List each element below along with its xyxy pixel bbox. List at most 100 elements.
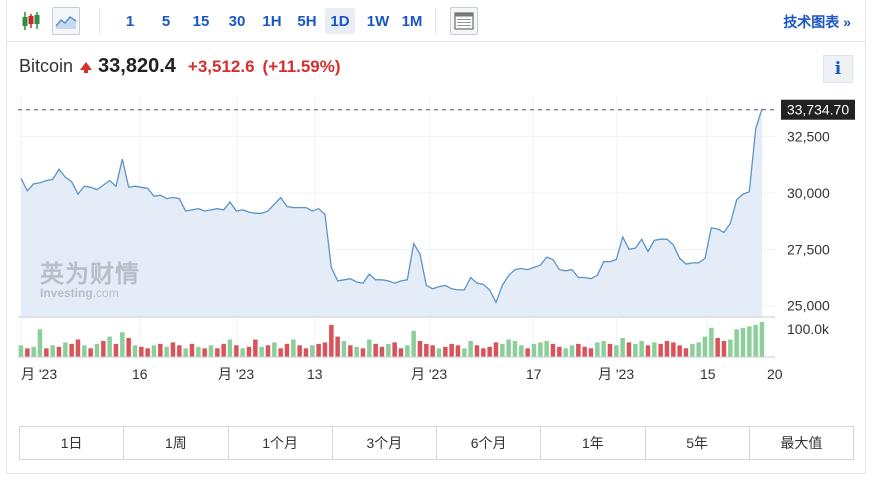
period-button-3[interactable]: 3个月 — [333, 427, 437, 459]
volume-bar — [436, 348, 442, 358]
period-button-2[interactable]: 1个月 — [229, 427, 333, 459]
volume-bar — [398, 348, 404, 358]
volume-bar — [519, 345, 524, 357]
volume-bar — [278, 348, 283, 358]
volume-bar — [322, 342, 328, 357]
interval-button-1[interactable]: 1 — [125, 12, 135, 30]
volume-bar — [740, 327, 746, 357]
volume-bar — [645, 345, 651, 357]
interval-button-5h[interactable]: 5H — [297, 12, 317, 30]
volume-bar — [234, 345, 239, 357]
watermark-logo: 英为财情 Investing.com — [40, 262, 140, 300]
volume-bar — [550, 343, 556, 357]
period-button-7[interactable]: 最大值 — [780, 435, 823, 451]
interval-button-5[interactable]: 5 — [161, 12, 171, 30]
up-arrow-icon — [80, 62, 93, 73]
interval-button-1w[interactable]: 1W — [366, 12, 390, 30]
volume-bar — [196, 346, 201, 357]
interval-button-1d[interactable]: 1D — [325, 8, 355, 34]
instrument-header: Bitcoin 33,820.4 +3,512.6 (+11.59%) — [19, 55, 349, 78]
volume-bar — [335, 336, 340, 357]
volume-bar — [411, 330, 416, 358]
volume-bar — [671, 342, 676, 357]
volume-bar — [221, 343, 226, 357]
area-chart-icon[interactable] — [52, 7, 80, 35]
volume-bar — [500, 343, 505, 357]
volume-bar — [75, 339, 81, 357]
interval-button-30[interactable]: 30 — [228, 12, 246, 30]
volume-bar — [417, 341, 423, 357]
technical-chart-link[interactable]: 技术图表 » — [783, 14, 851, 30]
instrument-name: Bitcoin — [19, 56, 74, 76]
volume-bar — [227, 339, 233, 357]
volume-bar — [430, 345, 435, 357]
volume-bar — [658, 343, 663, 357]
volume-bar — [690, 343, 695, 357]
period-button-5[interactable]: 1年 — [541, 427, 646, 459]
volume-bar — [525, 348, 530, 358]
volume-bar — [348, 345, 353, 357]
volume-bar — [544, 341, 549, 357]
volume-bar — [633, 343, 638, 357]
volume-bar — [721, 341, 727, 357]
volume-bar — [145, 348, 150, 358]
volume-bar — [303, 348, 309, 358]
volume-bar — [595, 342, 600, 357]
volume-bar — [94, 343, 100, 357]
x-tick-label: 20 — [767, 366, 783, 382]
volume-bar — [462, 348, 467, 358]
price-chart[interactable]: 33,734.70 32,500 30,000 27,500 25,000 100.0k 月… — [0, 95, 875, 385]
volume-bar — [310, 345, 315, 357]
volume-bar — [379, 346, 385, 357]
volume-bar — [759, 322, 765, 357]
interval-button-15[interactable]: 15 — [192, 12, 210, 30]
volume-bar — [531, 343, 537, 357]
volume-bar — [354, 346, 359, 357]
volume-bar — [158, 343, 163, 357]
period-button-1[interactable]: 1周 — [124, 427, 229, 459]
volume-bar — [367, 339, 372, 357]
period-button-4[interactable]: 6个月 — [437, 427, 542, 459]
volume-bar — [709, 327, 714, 357]
volume-bar — [215, 348, 220, 358]
volume-bar — [18, 345, 24, 357]
volume-bar — [386, 343, 391, 357]
volume-bar — [259, 346, 264, 357]
candlestick-chart-icon[interactable] — [17, 7, 45, 35]
volume-bar — [107, 336, 112, 357]
volume-bar — [626, 342, 632, 357]
y-tick-label: 27,500 — [787, 241, 830, 257]
volume-bar — [506, 339, 511, 357]
y-tick-label: 25,000 — [787, 298, 830, 314]
period-selector: 1日 1周 1个月 3个月 6个月 1年 5年 最大值 — [19, 426, 854, 460]
toolbar-divider — [99, 8, 100, 34]
volume-bar — [69, 343, 74, 357]
current-price-label: 33,734.70 — [787, 102, 849, 118]
chart-widget-frame — [6, 0, 866, 474]
volume-bar — [113, 343, 119, 357]
volume-bar — [253, 339, 258, 357]
period-button-0[interactable]: 1日 — [20, 427, 125, 459]
volume-bar — [538, 342, 543, 357]
info-button[interactable]: i — [823, 55, 853, 83]
volume-bar — [493, 342, 499, 357]
interval-button-1m[interactable]: 1M — [401, 12, 423, 30]
chart-layout-icon[interactable] — [450, 7, 478, 35]
x-tick-label: 月 '23 — [21, 366, 57, 382]
interval-button-1h[interactable]: 1H — [262, 12, 282, 30]
x-tick-label: 16 — [132, 366, 148, 382]
volume-bar — [455, 345, 461, 357]
volume-bar — [164, 346, 169, 357]
period-button-6[interactable]: 5年 — [646, 427, 750, 459]
volume-bar — [664, 341, 670, 357]
volume-bar — [329, 324, 334, 357]
volume-bar — [31, 346, 36, 357]
volume-bar — [139, 346, 144, 357]
volume-bar — [474, 345, 480, 357]
y-tick-label: 32,500 — [787, 129, 830, 145]
volume-bar — [487, 346, 492, 357]
volume-bar — [728, 339, 733, 357]
volume-bar — [37, 329, 43, 357]
y-tick-label: 30,000 — [787, 185, 830, 201]
price-change-percent: (+11.59%) — [262, 57, 341, 76]
